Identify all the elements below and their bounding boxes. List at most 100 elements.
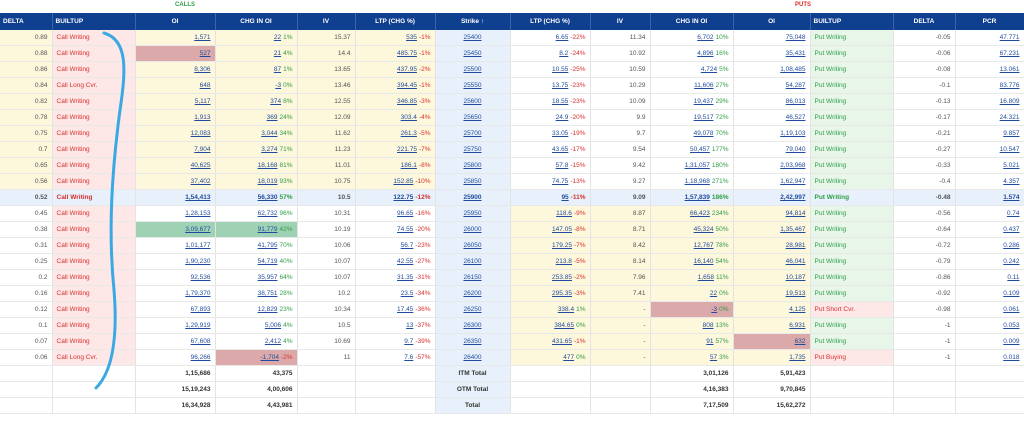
cell-value: 25550 [463, 82, 482, 89]
cell-value: 485.75 [397, 50, 417, 57]
cell-value: 369 [266, 114, 278, 121]
change-percent: -31% [415, 274, 431, 281]
change-percent: -2% [280, 354, 293, 361]
pcr: 13.061 [955, 61, 1024, 78]
put-oi: 1,35,467 [733, 221, 811, 238]
put-builtup: Put Writing [810, 221, 894, 238]
cell-value: 0.38 [34, 226, 48, 233]
cell-value: 25600 [463, 98, 482, 105]
put-chg-oi: 12,767 78% [650, 237, 734, 254]
cell-value: Call Writing [56, 274, 90, 281]
cell-value: 10.34 [334, 306, 351, 313]
cell-value: 0.88 [34, 50, 48, 57]
put-iv: 9.09 [590, 189, 651, 206]
call-delta: 0.78 [0, 109, 53, 126]
strike: 25650 [435, 109, 511, 126]
put-iv: 10.09 [590, 93, 651, 110]
cell-value: 1,735 [789, 354, 806, 361]
total-call-chg-oi: 43,375 [215, 365, 298, 382]
cell-value: 118.6 [556, 210, 572, 217]
cell-value: 0.7 [38, 146, 48, 153]
cell-value: 12.55 [334, 98, 351, 105]
cell-value: 0.11 [1007, 274, 1020, 281]
cell-value: 67,893 [190, 306, 211, 313]
cell-value: 9.857 [1003, 130, 1020, 137]
cell-value: 40,625 [190, 162, 211, 169]
call-delta: 0.25 [0, 253, 53, 270]
cell-value: Put Writing [814, 50, 847, 57]
put-oi: 94,814 [733, 205, 811, 222]
total-row: 1,15,686 43,375 ITM Total 3,01,126 5,91,423 [0, 365, 1024, 382]
put-chg-oi: 4,896 16% [650, 45, 734, 62]
put-oi: 79,040 [733, 141, 811, 158]
change-percent: 4% [283, 338, 293, 345]
total-put-oi: 9,70,845 [733, 381, 811, 398]
call-oi: 1,913 [135, 109, 216, 126]
change-percent: 72% [715, 114, 729, 121]
cell-value: 4,724 [700, 66, 718, 73]
cell-value: 0.25 [34, 258, 48, 265]
pcr: 5.021 [955, 157, 1024, 174]
cell-value: 0.78 [34, 114, 48, 121]
empty-cell [590, 397, 651, 414]
put-ltp: 95 -11% [510, 189, 591, 206]
cell-value: 91 [706, 338, 714, 345]
cell-value: Put Writing [814, 242, 847, 249]
column-header: OI [733, 13, 811, 30]
strike: 26150 [435, 269, 511, 286]
total-label: Total [435, 397, 511, 414]
put-chg-oi: 6,702 10% [650, 30, 734, 46]
strike-row: 0.52 Call Writing 1,54,413 56,330 57% 10.5 122… [0, 189, 1024, 206]
call-delta: 0.86 [0, 61, 53, 78]
put-builtup: Put Writing [810, 317, 894, 334]
call-builtup: Call Writing [52, 125, 136, 142]
call-ltp: 17.45 -36% [355, 301, 436, 318]
column-header: DELTA [893, 13, 956, 30]
cell-value: 26300 [463, 322, 482, 329]
cell-value: 1,31,057 [684, 162, 710, 169]
call-ltp: 394.45 -1% [355, 77, 436, 94]
change-percent: 5% [719, 66, 729, 73]
cell-value: Put Writing [814, 322, 847, 329]
call-oi: 1,29,919 [135, 317, 216, 334]
strike: 25550 [435, 77, 511, 94]
change-percent: -7% [573, 242, 586, 249]
cell-value: 2,412 [264, 338, 282, 345]
change-percent: -57% [415, 354, 431, 361]
cell-value: 1,658 [697, 274, 714, 281]
put-oi: 6,931 [733, 317, 811, 334]
cell-value: 96.65 [397, 210, 414, 217]
put-builtup: Put Writing [810, 269, 894, 286]
put-chg-oi: 11,606 27% [650, 77, 734, 94]
cell-value: 1,08,485 [780, 66, 806, 73]
put-chg-oi: 50,457 177% [650, 141, 734, 158]
cell-value: 4,125 [789, 306, 806, 313]
strike: 25700 [435, 125, 511, 142]
empty-cell [955, 381, 1024, 398]
cell-value: 13.65 [334, 66, 351, 73]
cell-value: 10.07 [334, 274, 351, 281]
strike-row: 0.31 Call Writing 1,01,177 41,795 70% 10.06 56… [0, 237, 1024, 254]
call-oi: 37,402 [135, 173, 216, 190]
call-oi: 40,625 [135, 157, 216, 174]
empty-cell [590, 365, 651, 382]
cell-value: 19,513 [785, 290, 806, 297]
put-ltp: 8.2 -24% [510, 45, 591, 62]
cell-value: Call Writing [56, 290, 90, 297]
cell-value: 0.31 [34, 242, 48, 249]
put-chg-oi: 1,57,839 186% [650, 189, 734, 206]
call-chg-oi: 21 4% [215, 45, 298, 62]
cell-value: 648 [199, 82, 211, 89]
put-oi: 54,287 [733, 77, 811, 94]
strike: 25450 [435, 45, 511, 62]
cell-value: Call Writing [56, 50, 90, 57]
puts-label: PUTS [795, 2, 812, 8]
cell-value: -0.48 [935, 194, 951, 201]
call-builtup: Call Writing [52, 253, 136, 270]
cell-value: 96,266 [190, 354, 211, 361]
column-header: LTP (CHG %) [510, 13, 591, 30]
put-ltp: 18.55 -23% [510, 93, 591, 110]
cell-value: Put Writing [814, 130, 847, 137]
cell-value: 1,79,370 [185, 290, 211, 297]
total-row: 15,19,243 4,00,606 OTM Total 4,16,383 9,70,8… [0, 381, 1024, 398]
